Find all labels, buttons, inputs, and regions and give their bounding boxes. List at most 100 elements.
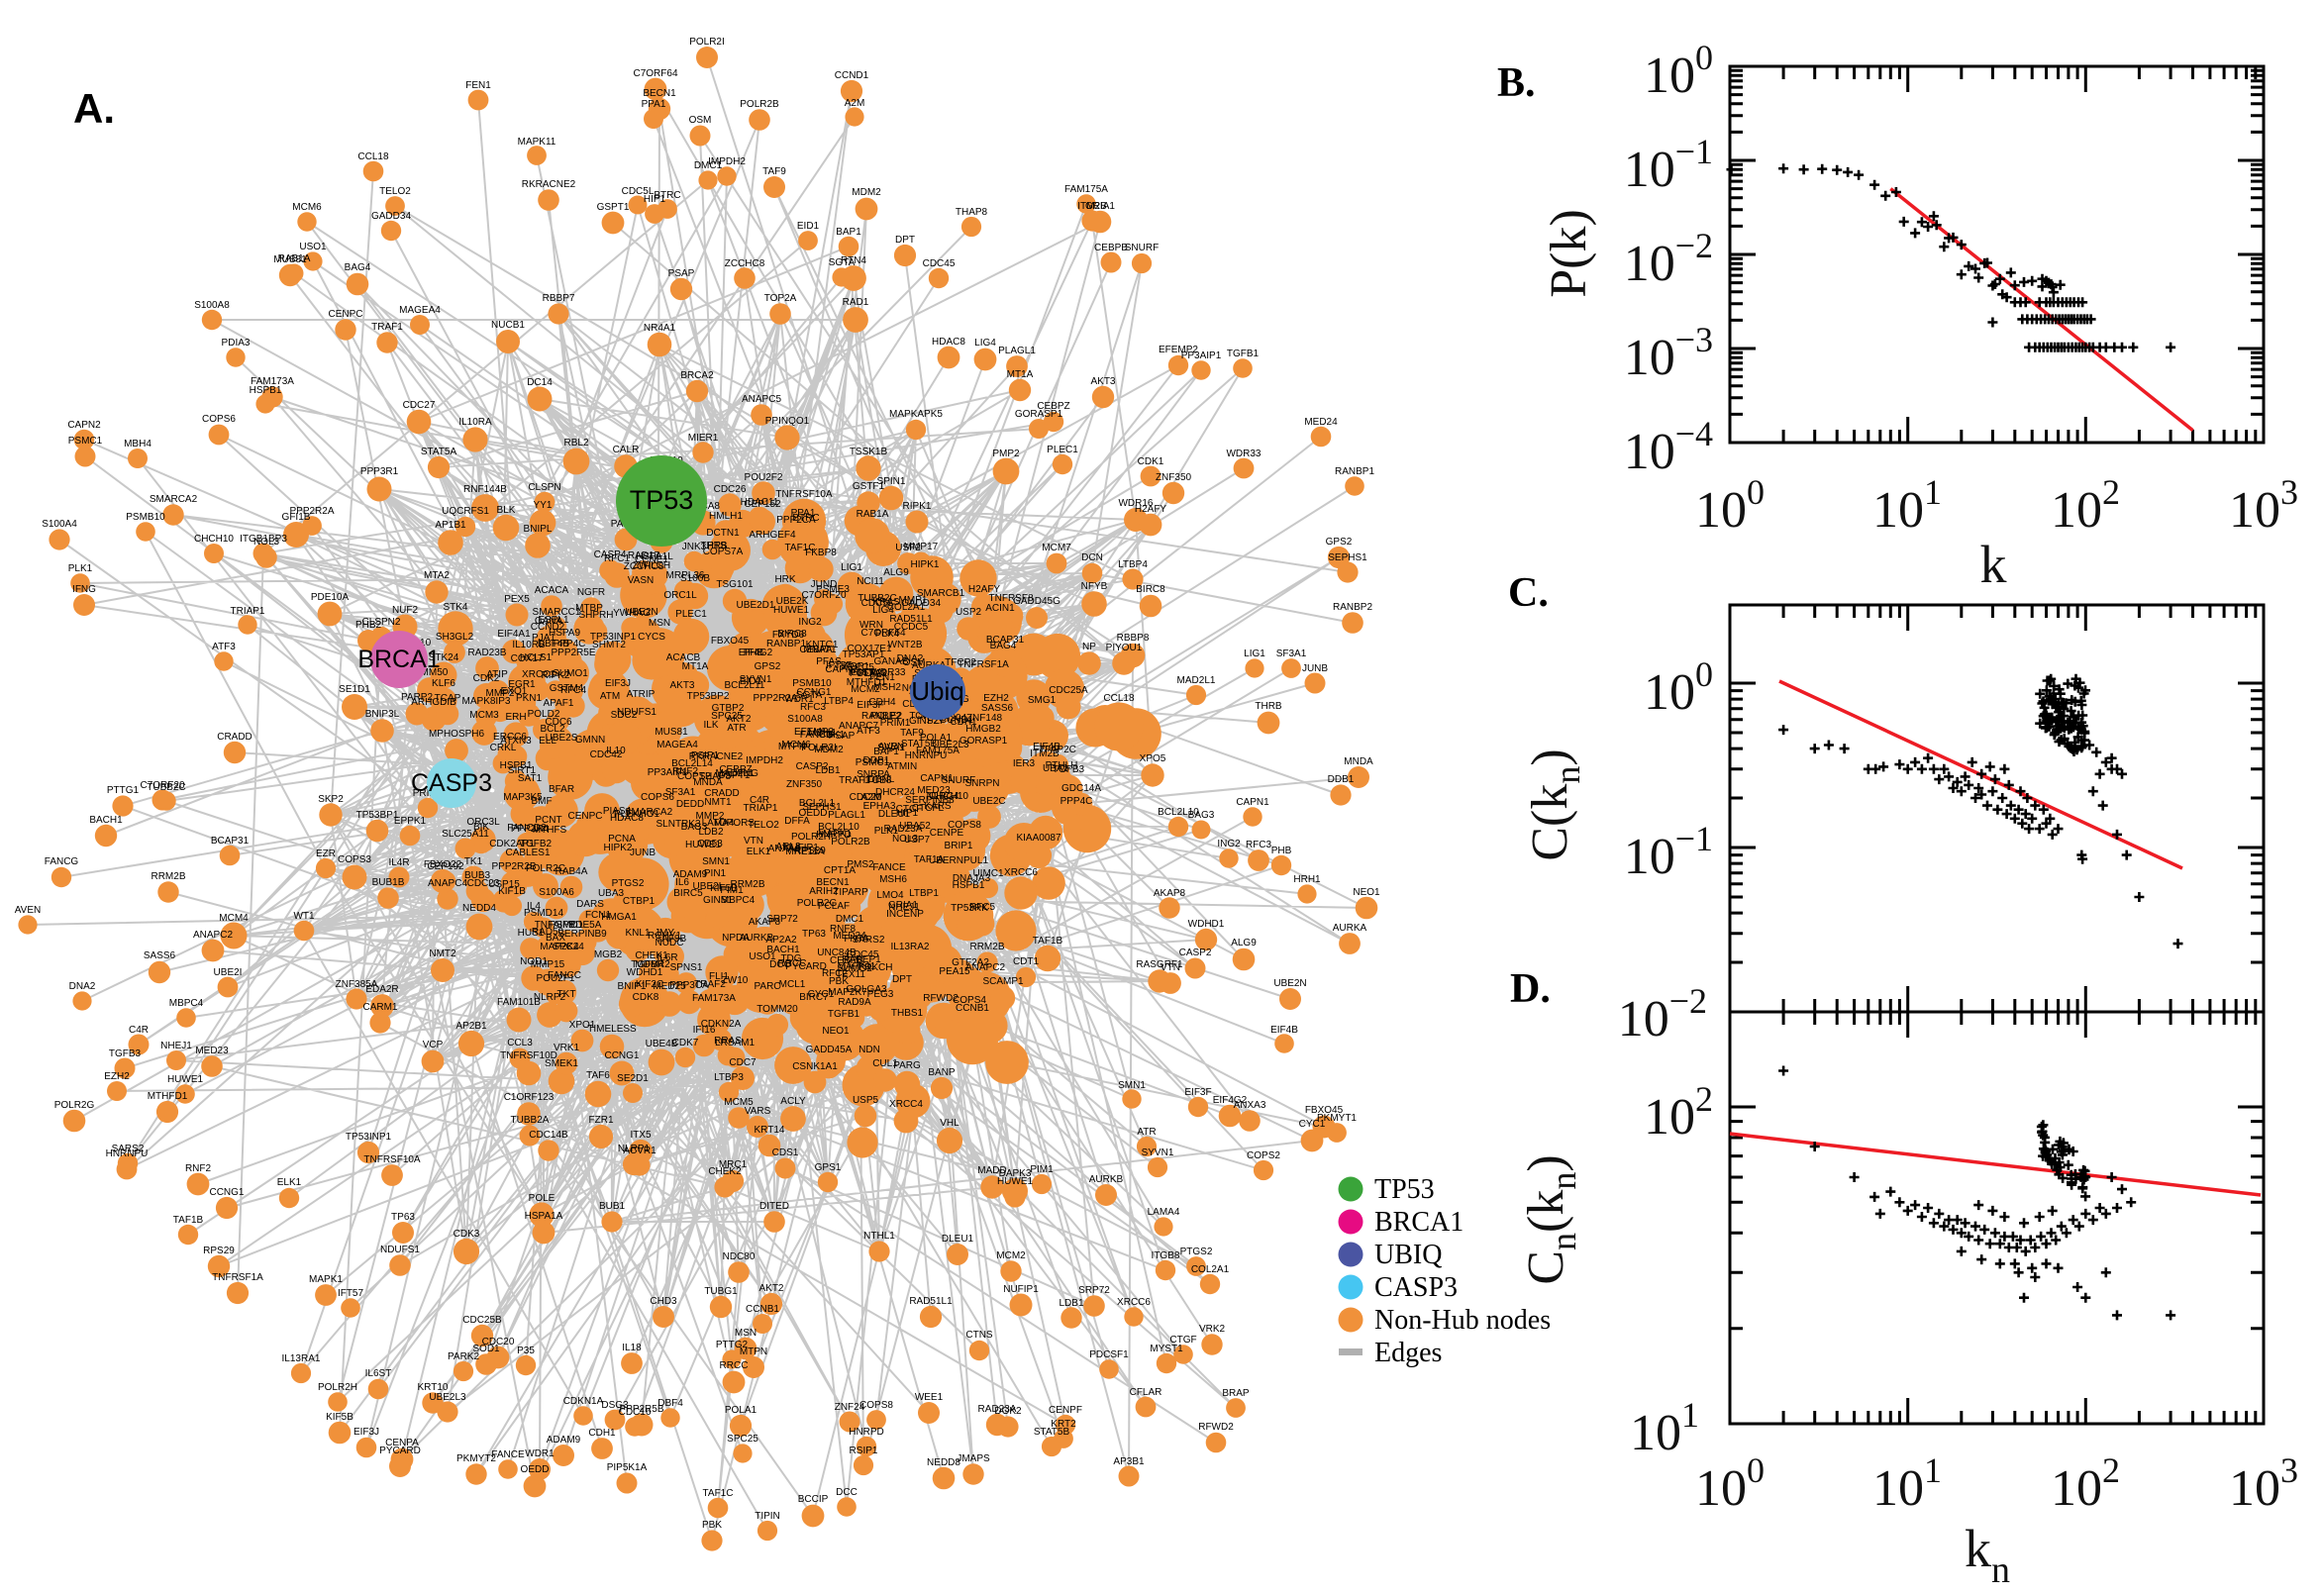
svg-text:PPP2R4: PPP2R4 — [511, 824, 550, 835]
svg-text:MBPC4: MBPC4 — [721, 895, 756, 906]
svg-text:KRAS: KRAS — [872, 597, 900, 608]
svg-text:COL2A1: COL2A1 — [887, 602, 926, 613]
svg-text:TNFRSF1A: TNFRSF1A — [958, 659, 1009, 670]
svg-text:RSIP1: RSIP1 — [850, 1446, 878, 1456]
svg-text:CEP152: CEP152 — [744, 499, 781, 510]
svg-text:FAM173A: FAM173A — [251, 376, 294, 387]
svg-text:MAD2L1: MAD2L1 — [1177, 675, 1216, 686]
svg-text:UBE2K: UBE2K — [776, 596, 809, 607]
svg-text:RAD23A: RAD23A — [978, 1404, 1017, 1415]
svg-text:USP15: USP15 — [488, 879, 520, 890]
svg-text:BAG4: BAG4 — [990, 641, 1017, 651]
svg-text:POLE2: POLE2 — [870, 711, 903, 722]
svg-text:ZCCHC8: ZCCHC8 — [725, 258, 765, 269]
svg-text:BUB3: BUB3 — [464, 870, 491, 881]
svg-text:IL10RB: IL10RB — [512, 640, 546, 650]
svg-text:HMLH1: HMLH1 — [709, 511, 743, 522]
svg-text:GFI1B: GFI1B — [282, 512, 311, 523]
svg-text:FKBP8: FKBP8 — [805, 548, 837, 558]
svg-text:CDH1: CDH1 — [588, 1428, 616, 1439]
svg-text:POLR2H: POLR2H — [791, 832, 831, 843]
svg-text:AKAP8: AKAP8 — [1154, 888, 1186, 899]
svg-text:RIPK2: RIPK2 — [542, 670, 570, 681]
svg-text:TP53BP2: TP53BP2 — [687, 691, 730, 702]
svg-text:CENPC: CENPC — [567, 811, 602, 822]
svg-text:SF3A1: SF3A1 — [665, 787, 696, 798]
svg-text:HMGB2: HMGB2 — [965, 724, 1001, 735]
svg-text:MED25: MED25 — [653, 981, 686, 992]
svg-text:POLR2B: POLR2B — [740, 99, 779, 110]
svg-text:LIG4: LIG4 — [974, 338, 996, 349]
svg-text:NFYB: NFYB — [1081, 581, 1108, 592]
svg-text:EDA2R: EDA2R — [365, 984, 398, 995]
svg-text:SASS6: SASS6 — [981, 703, 1014, 714]
svg-text:BAG3: BAG3 — [681, 822, 708, 833]
svg-text:ING2: ING2 — [1217, 839, 1241, 849]
svg-text:HIPK2: HIPK2 — [604, 843, 633, 853]
svg-text:CHCH10: CHCH10 — [194, 534, 234, 545]
svg-text:S100B: S100B — [680, 573, 710, 584]
svg-text:CDS1: CDS1 — [772, 1147, 799, 1158]
svg-text:PPP2CA: PPP2CA — [776, 515, 816, 526]
svg-text:ELK1: ELK1 — [747, 847, 771, 857]
svg-text:SARS2: SARS2 — [853, 935, 885, 946]
svg-text:HSPB1: HSPB1 — [250, 385, 282, 396]
svg-text:CCNE1: CCNE1 — [635, 554, 668, 565]
svg-text:CTNS: CTNS — [965, 1330, 993, 1341]
svg-text:MCM5: MCM5 — [724, 1097, 754, 1108]
svg-text:IFT57: IFT57 — [826, 660, 853, 671]
svg-text:OEDD: OEDD — [799, 808, 828, 819]
svg-text:MBH4: MBH4 — [124, 439, 152, 449]
svg-text:PSMB10: PSMB10 — [126, 512, 165, 523]
svg-text:MAGEA4: MAGEA4 — [656, 740, 698, 750]
svg-text:JNK3: JNK3 — [682, 542, 707, 552]
svg-text:TK1: TK1 — [464, 856, 483, 867]
svg-text:EIF4B: EIF4B — [1033, 742, 1060, 752]
svg-text:TNFRSF10D: TNFRSF10D — [500, 1050, 557, 1061]
svg-text:HNRPD: HNRPD — [816, 830, 852, 841]
svg-text:ANXA3: ANXA3 — [768, 844, 801, 854]
svg-text:ALG9: ALG9 — [1231, 938, 1257, 948]
svg-text:PIM1: PIM1 — [720, 885, 744, 896]
svg-text:PTGS2: PTGS2 — [612, 878, 645, 889]
svg-text:RRCC: RRCC — [720, 1360, 749, 1371]
svg-text:KRT14: KRT14 — [755, 1125, 785, 1136]
svg-text:TUBB2C: TUBB2C — [858, 593, 896, 604]
svg-text:NOL3: NOL3 — [253, 537, 280, 548]
svg-text:PJA1: PJA1 — [532, 633, 556, 644]
svg-text:RAD1: RAD1 — [843, 297, 869, 308]
svg-text:EXO1: EXO1 — [501, 686, 528, 697]
svg-text:EID1: EID1 — [797, 221, 820, 232]
svg-text:MSH2: MSH2 — [873, 682, 901, 693]
svg-text:ITGB8: ITGB8 — [863, 775, 892, 786]
svg-text:LTBP3: LTBP3 — [714, 1072, 744, 1083]
svg-text:PSMC1: PSMC1 — [856, 757, 890, 768]
svg-text:TUBG1: TUBG1 — [704, 1286, 738, 1297]
svg-text:HIPK1: HIPK1 — [911, 559, 940, 570]
svg-text:RBBP7: RBBP7 — [543, 293, 575, 304]
svg-text:MCL1: MCL1 — [779, 979, 806, 990]
svg-text:IL4: IL4 — [527, 901, 541, 912]
svg-text:SOD1: SOD1 — [472, 1344, 500, 1354]
svg-text:PSMC1: PSMC1 — [68, 436, 103, 447]
svg-text:MDM2: MDM2 — [852, 187, 881, 198]
svg-text:POLR2I: POLR2I — [689, 37, 725, 48]
svg-text:CASP2: CASP2 — [796, 761, 829, 772]
svg-text:SASS6: SASS6 — [144, 950, 176, 961]
svg-text:POLR2H: POLR2H — [318, 1382, 357, 1393]
svg-text:JMAPS: JMAPS — [957, 1453, 990, 1464]
svg-text:MT1A: MT1A — [682, 661, 709, 672]
svg-text:CCDC5: CCDC5 — [894, 622, 929, 633]
svg-text:TOPORS: TOPORS — [713, 818, 755, 829]
svg-text:ERCC6: ERCC6 — [493, 732, 527, 743]
svg-text:BANP: BANP — [928, 1067, 956, 1078]
svg-text:BMF: BMF — [531, 796, 552, 807]
svg-text:MED24: MED24 — [833, 931, 866, 942]
svg-text:RRM2B: RRM2B — [969, 942, 1004, 952]
svg-text:FANCD2: FANCD2 — [507, 823, 547, 834]
svg-text:ANAPC5: ANAPC5 — [742, 394, 781, 405]
svg-text:RABEP1: RABEP1 — [842, 954, 881, 965]
svg-text:LTBP4: LTBP4 — [1118, 559, 1148, 570]
svg-text:ELK1: ELK1 — [277, 1177, 302, 1188]
svg-text:UBE2N: UBE2N — [1273, 978, 1306, 989]
